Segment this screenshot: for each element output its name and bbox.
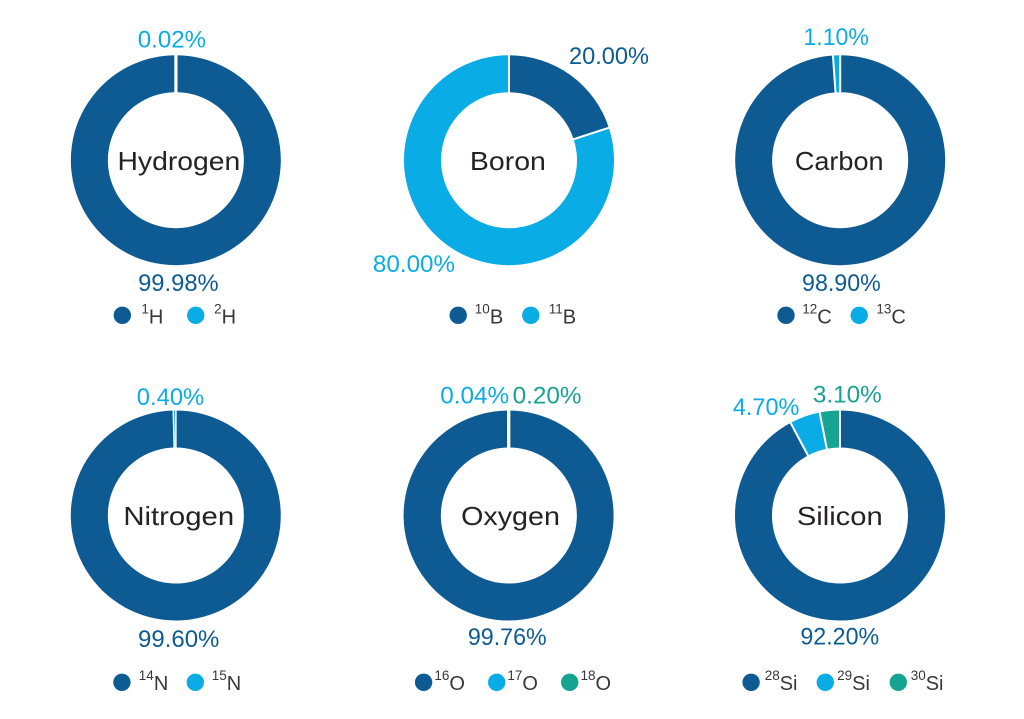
svg-text:18O: 18O [581,668,612,695]
svg-text:0.40%: 0.40% [137,384,204,411]
svg-text:20.00%: 20.00% [569,43,649,70]
svg-text:Carbon: Carbon [795,146,884,176]
svg-text:92.20%: 92.20% [800,624,879,651]
svg-text:12C: 12C [802,301,831,328]
svg-text:99.60%: 99.60% [138,626,219,653]
svg-text:15N: 15N [212,668,241,695]
svg-text:14N: 14N [139,668,168,695]
svg-text:Silicon: Silicon [797,501,883,531]
svg-text:13C: 13C [876,301,905,328]
svg-text:1H: 1H [141,301,163,328]
svg-text:2H: 2H [214,301,236,328]
svg-text:30Si: 30Si [911,668,944,695]
svg-text:Hydrogen: Hydrogen [117,146,240,176]
svg-text:99.98%: 99.98% [138,270,219,297]
svg-text:99.76%: 99.76% [468,624,547,651]
svg-text:16O: 16O [434,668,465,695]
svg-text:0.02%: 0.02% [138,27,206,54]
svg-text:10B: 10B [475,301,503,328]
svg-text:Oxygen: Oxygen [461,501,560,531]
svg-text:17O: 17O [507,668,538,695]
svg-text:98.90%: 98.90% [802,270,881,297]
svg-text:80.00%: 80.00% [373,251,455,278]
svg-text:0.04%: 0.04% [440,383,509,410]
svg-text:Nitrogen: Nitrogen [123,501,234,531]
svg-text:0.20%: 0.20% [513,383,582,410]
svg-text:1.10%: 1.10% [803,24,869,51]
svg-text:11B: 11B [549,301,576,328]
svg-text:4.70%: 4.70% [733,394,799,421]
svg-text:Boron: Boron [470,146,546,176]
svg-text:3.10%: 3.10% [813,381,882,408]
svg-text:28Si: 28Si [765,668,798,695]
svg-text:29Si: 29Si [837,668,870,695]
